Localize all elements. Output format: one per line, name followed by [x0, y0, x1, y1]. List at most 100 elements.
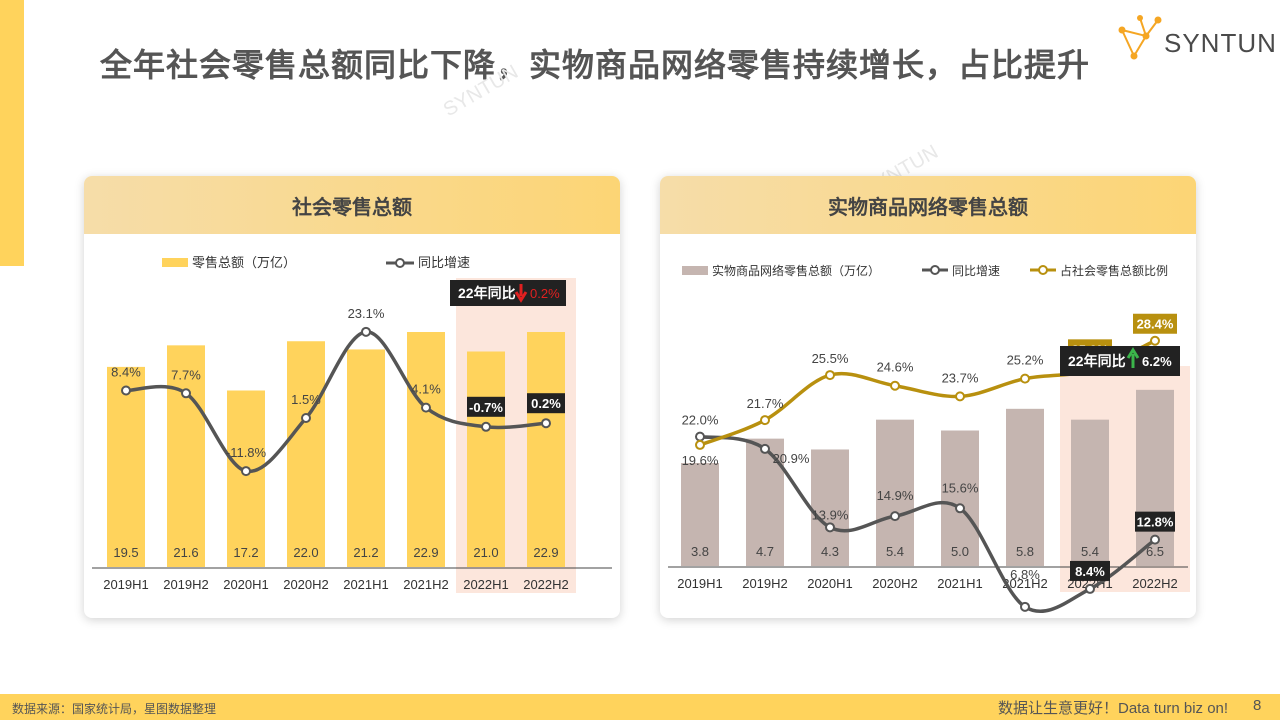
growth-label-box — [1070, 560, 1110, 581]
retail-total-chart: 零售总额（万亿） 同比增速 19.5 21.6 17.2 22.0 21.2 22.9 21.0… — [92, 255, 612, 593]
bar-value-label: 22.9 — [533, 545, 558, 560]
growth-label: 8.4% — [111, 364, 141, 379]
down-arrow-icon — [514, 284, 528, 303]
growth-label: 12.8% — [1137, 515, 1174, 530]
growth-point — [1085, 583, 1095, 594]
growth-label: 0.2% — [531, 396, 561, 411]
bar — [1071, 419, 1109, 566]
legend-label-bar: 零售总额（万亿） — [192, 255, 296, 270]
growth-label: 20.9% — [773, 451, 810, 466]
share-label: 19.6% — [682, 453, 719, 468]
x-tick-label: 2021H2 — [403, 577, 449, 592]
bar — [467, 351, 505, 567]
legend-swatch-bar — [162, 258, 188, 267]
panel-title: 实物商品网络零售总额 — [660, 176, 1196, 234]
bar-value-label: 5.0 — [951, 544, 969, 559]
growth-label-box — [527, 393, 565, 414]
share-label: 25.2% — [1007, 353, 1044, 368]
bar-value-label: 4.3 — [821, 544, 839, 559]
x-tick-label: 2019H2 — [742, 576, 788, 591]
bar-value-label: 22.9 — [413, 545, 438, 560]
x-tick-label: 2019H2 — [163, 577, 209, 592]
x-tick-label: 2020H2 — [872, 576, 918, 591]
growth-label: -0.7% — [469, 400, 503, 415]
growth-point — [481, 421, 491, 432]
callout-label: 22年同比 — [458, 285, 516, 301]
bar — [347, 349, 385, 567]
growth-label: 22.0% — [682, 413, 719, 428]
bar — [681, 463, 719, 566]
bar-value-label: 21.2 — [353, 545, 378, 560]
bar-value-label: 6.5 — [1146, 544, 1164, 559]
growth-point — [541, 418, 551, 429]
share-label-box — [1133, 313, 1177, 334]
x-tick-label: 2020H2 — [283, 577, 329, 592]
growth-label: 15.6% — [942, 480, 979, 495]
share-point — [760, 415, 770, 426]
brand-logo: SYNTUN — [1112, 12, 1276, 66]
bar-value-label: 21.0 — [473, 545, 498, 560]
footer-bar: 数据来源：国家统计局，星图数据整理 数据让生意更好！Data turn biz … — [0, 694, 1280, 720]
share-label: 28.4% — [1137, 317, 1174, 332]
callout-box — [1060, 346, 1180, 376]
growth-point — [1020, 601, 1030, 612]
bar-value-label: 19.5 — [113, 545, 138, 560]
growth-label: 1.5% — [291, 392, 321, 407]
x-tick-label: 2019H1 — [103, 577, 149, 592]
growth-point — [1150, 534, 1160, 545]
legend-label-bar: 实物商品网络零售总额（万亿） — [712, 263, 880, 278]
legend-marker-growth — [930, 265, 940, 275]
bar — [227, 390, 265, 567]
share-point — [890, 380, 900, 391]
data-source: 数据来源：国家统计局，星图数据整理 — [12, 702, 217, 716]
growth-label: 13.9% — [812, 507, 849, 522]
panel-title: 社会零售总额 — [84, 176, 620, 234]
growth-point — [760, 443, 770, 454]
legend-marker-share — [1038, 265, 1048, 275]
page-number: 8 — [1253, 697, 1262, 714]
growth-point — [955, 503, 965, 514]
share-label: 23.7% — [942, 370, 979, 385]
x-tick-label: 2019H1 — [677, 576, 723, 591]
bar-value-label: 5.8 — [1016, 544, 1034, 559]
bar-value-label: 22.0 — [293, 545, 318, 560]
growth-label: 23.1% — [348, 306, 385, 321]
growth-point — [890, 511, 900, 522]
bar — [107, 366, 145, 567]
share-point — [825, 370, 835, 381]
growth-point — [121, 385, 131, 396]
share-point — [695, 439, 705, 450]
slogan: 数据让生意更好！Data turn biz on! — [998, 700, 1229, 717]
bar — [876, 419, 914, 566]
bar — [941, 430, 979, 566]
growth-label: 4.1% — [411, 382, 441, 397]
bar-value-label: 21.6 — [173, 545, 198, 560]
callout-value: 0.2% — [530, 286, 560, 301]
up-arrow-icon — [1126, 347, 1140, 368]
growth-label: 8.4% — [1075, 564, 1105, 579]
growth-point — [825, 522, 835, 533]
growth-label: 14.9% — [877, 488, 914, 503]
growth-point — [181, 388, 191, 399]
share-point — [1150, 335, 1160, 346]
bar — [1006, 408, 1044, 566]
x-tick-label: 2021H1 — [343, 577, 389, 592]
growth-line — [699, 434, 1157, 614]
growth-label: 6.8% — [1010, 567, 1040, 582]
growth-point — [421, 402, 431, 413]
growth-label: -11.8% — [226, 445, 267, 460]
x-tick-label: 2021H1 — [937, 576, 983, 591]
bar — [811, 449, 849, 566]
online-retail-chart: 实物商品网络零售总额（万亿） 同比增速 占社会零售总额比例 3.8 4.7 4.3 5.4 5… — [668, 263, 1190, 614]
left-accent-bar — [0, 0, 24, 266]
callout-value: 6.2% — [1142, 354, 1172, 369]
growth-point — [301, 413, 311, 424]
legend-marker — [395, 258, 405, 268]
callout-box — [450, 280, 566, 306]
share-label: 25.5% — [812, 351, 849, 366]
panel-online-retail: 实物商品网络零售总额 实物商品网络零售总额（万亿） 同比增速 占社会零售总额比例 3.… — [660, 176, 1196, 618]
bar-value-label: 17.2 — [233, 545, 258, 560]
growth-point — [241, 466, 251, 477]
brand-name: SYNTUN — [1164, 28, 1277, 58]
share-point — [1020, 373, 1030, 384]
